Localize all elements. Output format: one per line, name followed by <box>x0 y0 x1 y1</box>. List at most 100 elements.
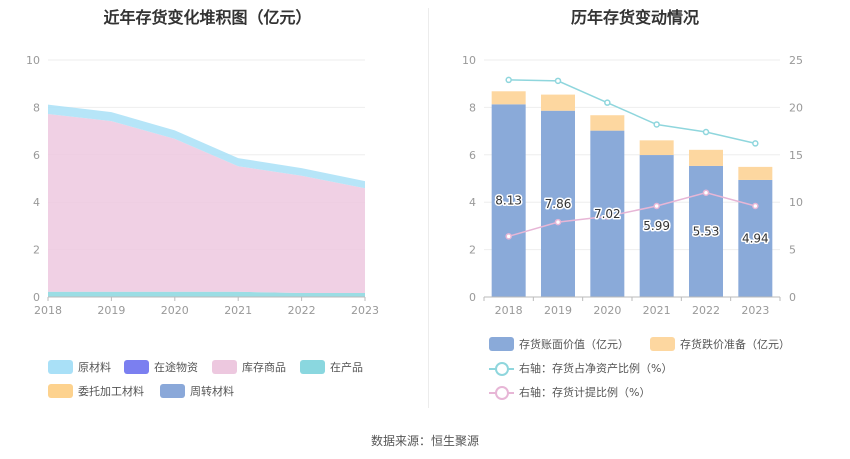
line-point <box>702 128 710 136</box>
legend-label: 存货账面价值（亿元） <box>519 338 629 351</box>
bar-book-value <box>689 165 723 297</box>
legend-item-finished-goods[interactable]: 库存商品 <box>212 359 286 375</box>
bar-book-value <box>541 110 575 297</box>
legend-label: 周转材料 <box>190 385 234 398</box>
y2-tick-label: 5 <box>789 244 796 257</box>
legend-swatch <box>650 337 675 351</box>
bar-line-chart: 0 2 4 6 8 10 0 5 10 15 20 25 8.13 7.86 7.02 5.99 5.53 4.9… <box>462 54 803 317</box>
legend-label: 在产品 <box>330 361 363 374</box>
bar-value-label: 7.86 <box>545 197 572 211</box>
legend-swatch <box>48 384 73 398</box>
panel-divider <box>428 8 429 408</box>
y-tick-label: 2 <box>469 244 476 257</box>
y-tick-label: 6 <box>33 149 40 162</box>
y2-tick-label: 10 <box>789 196 803 209</box>
y2-tick-label: 0 <box>789 291 796 304</box>
line-point <box>653 121 660 128</box>
x-tick-label: 2020 <box>593 304 621 317</box>
bar-impairment <box>541 94 575 111</box>
legend-item-impairment[interactable]: 存货跌价准备（亿元） <box>650 336 790 352</box>
area-series <box>48 291 365 297</box>
x-tick-label: 2021 <box>643 304 671 317</box>
y-tick-label: 0 <box>469 291 476 304</box>
bar-impairment <box>590 115 625 131</box>
legend-swatch <box>124 360 149 374</box>
line-point <box>554 77 562 85</box>
legend-swatch <box>48 360 73 374</box>
line-net-asset-ratio <box>508 79 756 145</box>
bar-impairment <box>689 149 723 166</box>
bar-book-value <box>491 104 526 297</box>
x-tick-label: 2022 <box>288 304 316 317</box>
legend-label: 右轴：存货计提比例（%） <box>519 386 651 399</box>
legend-item-consigned[interactable]: 委托加工材料 <box>48 383 144 399</box>
x-tick-label: 2022 <box>692 304 720 317</box>
legend-swatch <box>160 384 185 398</box>
legend-label: 库存商品 <box>242 361 286 374</box>
x-tick-label: 2020 <box>161 304 189 317</box>
legend-swatch <box>300 360 325 374</box>
bar-value-label: 7.02 <box>594 207 621 221</box>
line-point <box>554 218 562 226</box>
x-tick-label: 2023 <box>351 304 379 317</box>
y-tick-label: 8 <box>469 101 476 114</box>
bar-value-label: 5.53 <box>693 224 720 238</box>
line-point <box>752 202 759 210</box>
line-point <box>604 99 611 106</box>
y-tick-label: 4 <box>33 196 40 209</box>
legend-item-net-asset-ratio[interactable]: 右轴：存货占净资产比例（%） <box>489 360 672 376</box>
legend-label: 在途物资 <box>154 361 198 374</box>
y-tick-label: 4 <box>469 196 476 209</box>
line-point <box>653 202 660 210</box>
y2-tick-label: 25 <box>789 54 803 67</box>
bar-book-value <box>738 179 773 297</box>
legend-line-swatch <box>489 361 514 376</box>
x-tick-label: 2018 <box>495 304 523 317</box>
x-tick-label: 2023 <box>741 304 769 317</box>
y-tick-label: 10 <box>462 54 476 67</box>
y-tick-label: 10 <box>26 54 40 67</box>
legend-swatch <box>212 360 237 374</box>
right-chart-title: 历年存货变动情况 <box>570 8 699 27</box>
left-chart-title: 近年存货变化堆积图（亿元） <box>103 8 312 27</box>
y2-tick-label: 15 <box>789 149 803 162</box>
line-point <box>702 189 710 196</box>
legend-item-turnover[interactable]: 周转材料 <box>160 383 234 399</box>
legend-item-in-transit[interactable]: 在途物资 <box>124 359 198 375</box>
legend-swatch <box>489 337 514 351</box>
legend-item-book-value[interactable]: 存货账面价值（亿元） <box>489 336 629 352</box>
bar-book-value <box>639 155 674 297</box>
line-point <box>604 213 611 220</box>
line-point <box>505 76 512 84</box>
data-source: 数据来源：恒生聚源 <box>370 434 479 448</box>
y2-tick-label: 20 <box>789 101 803 114</box>
legend-item-wip[interactable]: 在产品 <box>300 359 363 375</box>
x-tick-label: 2021 <box>224 304 252 317</box>
stacked-area-chart: 0 2 4 6 8 10 2018 2019 2020 2021 2022 2023 <box>26 54 379 317</box>
legend-label: 存货跌价准备（亿元） <box>680 338 790 351</box>
bar-value-label: 4.94 <box>742 231 769 245</box>
legend-label: 委托加工材料 <box>78 385 144 398</box>
legend-item-provision-ratio[interactable]: 右轴：存货计提比例（%） <box>489 384 650 400</box>
bar-impairment <box>491 91 526 105</box>
x-tick-label: 2019 <box>544 304 572 317</box>
legend-item-raw-materials[interactable]: 原材料 <box>48 359 111 375</box>
y-tick-label: 2 <box>33 244 40 257</box>
bar-value-label: 5.99 <box>643 219 670 233</box>
line-point <box>752 140 759 147</box>
area-series <box>48 114 365 293</box>
y-tick-label: 0 <box>33 291 40 304</box>
legend-line-swatch <box>489 385 514 400</box>
x-tick-label: 2018 <box>34 304 62 317</box>
legend-label: 右轴：存货占净资产比例（%） <box>519 362 673 375</box>
y-tick-label: 8 <box>33 101 40 114</box>
bar-impairment <box>738 166 773 180</box>
legend-label: 原材料 <box>78 361 111 374</box>
line-provision-ratio <box>508 191 756 238</box>
area-series <box>48 104 365 189</box>
bar-value-label: 8.13 <box>495 194 522 208</box>
x-tick-label: 2019 <box>97 304 125 317</box>
bar-impairment <box>639 140 674 156</box>
y-tick-label: 6 <box>469 149 476 162</box>
line-point <box>505 233 512 240</box>
